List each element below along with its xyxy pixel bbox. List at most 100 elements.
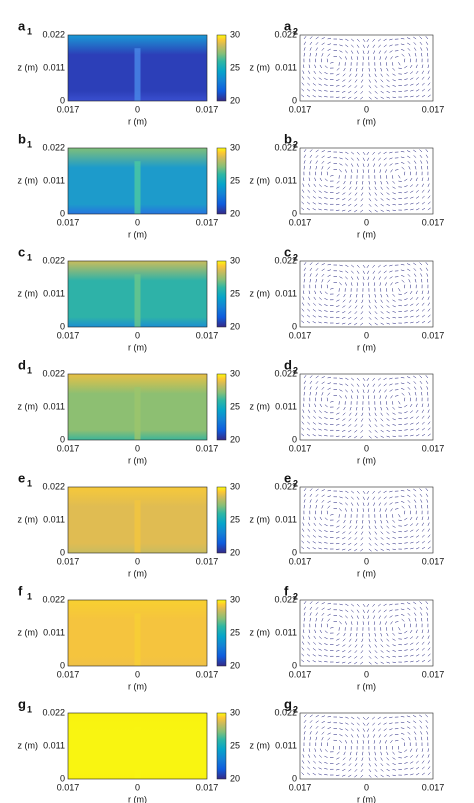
- vector: [342, 418, 346, 421]
- vector: [371, 716, 375, 720]
- vector: [386, 650, 390, 653]
- y-axis-label: z (m): [250, 288, 271, 298]
- y-tick-label: 0: [292, 95, 297, 105]
- vector: [348, 650, 352, 653]
- vector: [410, 89, 414, 92]
- vector: [302, 629, 305, 634]
- vector: [413, 494, 417, 497]
- vector: [362, 728, 365, 732]
- vector: [374, 85, 378, 89]
- vector: [362, 621, 364, 625]
- vector: [324, 209, 328, 211]
- vector: [367, 609, 370, 614]
- vector: [319, 290, 322, 295]
- vector: [404, 84, 408, 86]
- colorbar-tick-label: 30: [230, 594, 240, 604]
- vector: [345, 270, 349, 274]
- vector: [389, 377, 393, 380]
- vector: [330, 626, 334, 629]
- y-tick-label: 0.022: [274, 594, 297, 604]
- vector: [356, 44, 360, 48]
- vector: [318, 547, 322, 550]
- vector: [427, 421, 431, 425]
- vector: [324, 423, 328, 425]
- vector: [427, 617, 429, 622]
- vector: [419, 41, 423, 45]
- vector: [407, 155, 411, 159]
- vector: [356, 163, 359, 167]
- vector: [374, 293, 376, 298]
- vector: [327, 727, 332, 729]
- vector: [367, 389, 370, 393]
- vector: [421, 635, 424, 639]
- vector: [368, 531, 371, 535]
- vector: [389, 163, 393, 166]
- vector: [404, 536, 408, 538]
- vector: [345, 609, 349, 613]
- colorbar: [216, 147, 227, 215]
- vector: [307, 82, 311, 86]
- y-tick-label: 0.011: [43, 288, 65, 298]
- vector: [301, 427, 305, 431]
- vector: [415, 95, 420, 98]
- vector: [415, 748, 418, 752]
- vector: [366, 264, 370, 268]
- vector: [303, 41, 306, 45]
- vector: [413, 36, 417, 40]
- vector: [415, 315, 420, 318]
- vector: [378, 383, 381, 387]
- vector: [339, 50, 343, 53]
- vector-plot: [299, 147, 434, 215]
- vector: [380, 519, 383, 524]
- vector: [368, 192, 371, 196]
- vector: [368, 430, 372, 433]
- vector: [342, 424, 346, 427]
- vector: [380, 418, 384, 422]
- vector: [410, 636, 414, 639]
- vector: [309, 47, 312, 51]
- vector: [398, 406, 402, 408]
- vector: [386, 542, 390, 545]
- vector: [420, 386, 423, 390]
- vector: [385, 395, 387, 399]
- vector: [324, 90, 328, 92]
- vector: [351, 38, 355, 42]
- x-axis-label: r (m): [357, 342, 376, 352]
- vector: [408, 618, 411, 622]
- vector: [415, 428, 420, 431]
- vector: [321, 612, 325, 616]
- vector: [421, 177, 424, 182]
- vector: [341, 90, 346, 93]
- vector: [421, 522, 424, 526]
- vector: [392, 424, 396, 426]
- vector: [386, 180, 389, 185]
- vector: [303, 36, 307, 40]
- vector: [410, 315, 414, 318]
- vector: [356, 603, 360, 607]
- vector: [413, 726, 417, 729]
- vector: [318, 428, 322, 431]
- vector: [368, 73, 371, 78]
- vector: [302, 635, 305, 639]
- vector: [374, 435, 378, 439]
- vector: [427, 314, 431, 318]
- vector: [390, 395, 393, 399]
- vector: [404, 530, 408, 532]
- vector: [324, 96, 328, 98]
- colorbar: [216, 373, 227, 441]
- vector: [410, 767, 414, 770]
- vector: [425, 606, 429, 610]
- vector: [303, 267, 306, 271]
- y-axis-label: z (m): [250, 627, 271, 637]
- vector: [355, 412, 358, 417]
- vector: [380, 406, 383, 411]
- x-tick-label: 0.017: [57, 669, 80, 679]
- vector: [379, 740, 381, 744]
- vector: [351, 377, 355, 381]
- vector: [303, 725, 307, 729]
- vector: [302, 409, 305, 413]
- x-axis-label: r (m): [357, 116, 376, 126]
- vector: [342, 757, 346, 761]
- vector: [407, 268, 411, 272]
- vector: [351, 496, 354, 500]
